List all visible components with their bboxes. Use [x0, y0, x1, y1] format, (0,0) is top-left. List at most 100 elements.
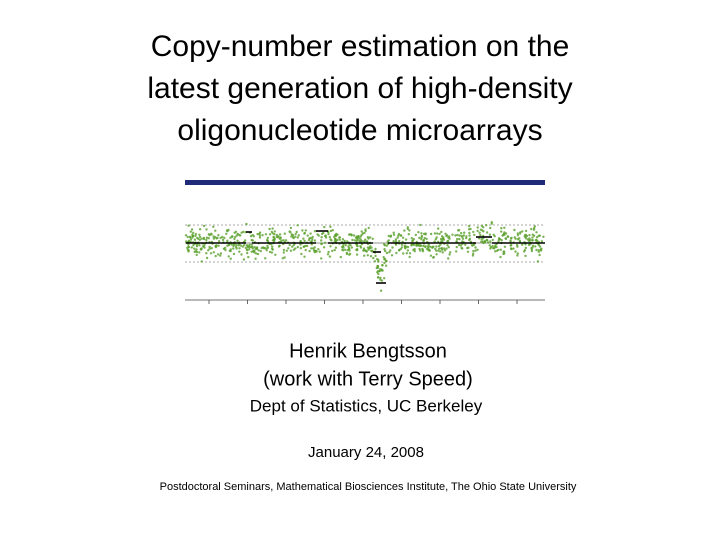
probe-dot — [385, 259, 388, 263]
probe-dot — [406, 245, 410, 249]
probe-dot — [435, 249, 438, 252]
probe-dot — [303, 245, 306, 248]
probe-dot — [445, 234, 448, 238]
probe-dot — [186, 235, 189, 239]
probe-dot — [363, 231, 366, 235]
probe-dot — [243, 243, 246, 247]
probe-dot — [440, 230, 443, 234]
probe-dot — [406, 249, 410, 252]
probe-dot — [446, 240, 449, 243]
probe-dot — [395, 251, 398, 255]
probe-dot — [392, 231, 395, 234]
probe-dot — [278, 244, 281, 247]
probe-dot — [423, 236, 426, 240]
probe-dot — [264, 257, 267, 260]
probe-dot — [303, 231, 306, 235]
probe-dot — [532, 227, 536, 230]
probe-dot — [299, 243, 302, 246]
probe-dot — [205, 236, 209, 239]
probe-dot — [203, 246, 206, 249]
probe-dot — [488, 244, 491, 247]
probe-dot — [397, 249, 401, 252]
probe-dot — [282, 239, 285, 242]
title-line: oligonucleotide microarrays — [177, 114, 542, 147]
probe-dot — [274, 253, 277, 256]
probe-dot — [254, 257, 257, 260]
probe-dot — [445, 247, 448, 250]
probe-dot — [246, 249, 249, 252]
probe-dot — [493, 246, 497, 249]
probe-dot — [385, 244, 388, 247]
probe-dot — [491, 244, 494, 248]
probe-dot — [289, 231, 292, 234]
probe-dot — [324, 234, 327, 237]
probe-dot — [516, 245, 519, 248]
probe-dot — [483, 239, 487, 243]
probe-dot — [230, 243, 233, 246]
probe-dot — [369, 255, 373, 258]
probe-dot — [489, 240, 492, 243]
probe-dot — [437, 244, 441, 248]
probe-dot — [242, 230, 245, 234]
probe-dot — [311, 237, 314, 241]
probe-dot — [538, 253, 541, 257]
probe-dot — [191, 233, 194, 236]
top-track — [185, 180, 545, 185]
probe-dot — [469, 227, 472, 231]
probe-dot — [486, 239, 489, 242]
probe-dot — [500, 227, 503, 230]
probe-dot — [266, 240, 270, 243]
probe-dot — [232, 252, 236, 256]
probe-dot — [481, 229, 484, 232]
probe-dot — [374, 247, 377, 251]
probe-dot — [488, 233, 492, 236]
probe-dot — [439, 250, 442, 253]
probe-dot — [440, 247, 444, 250]
probe-dot — [433, 232, 437, 235]
probe-dot — [472, 249, 475, 253]
probe-dot — [516, 254, 519, 257]
probe-dot — [397, 232, 401, 236]
probe-dot — [482, 241, 485, 245]
probe-dot — [258, 236, 262, 239]
probe-dot — [247, 255, 250, 259]
probe-dot — [229, 257, 232, 260]
probe-dot — [341, 249, 345, 252]
probe-dot — [459, 244, 463, 247]
probe-dot — [448, 253, 451, 256]
probe-dot — [363, 254, 366, 257]
probe-dot — [468, 231, 471, 235]
probe-dot — [485, 231, 489, 234]
probe-dot — [279, 236, 282, 239]
probe-dot — [260, 246, 263, 250]
probe-dot — [391, 246, 394, 249]
probe-dot — [429, 254, 433, 257]
probe-dot — [323, 241, 327, 244]
probe-dot — [455, 245, 458, 249]
probe-dot — [270, 251, 274, 254]
probe-dot — [309, 232, 312, 235]
probe-dot — [507, 235, 510, 238]
probe-dot — [261, 234, 264, 237]
probe-dot — [353, 239, 356, 242]
probe-dot — [516, 252, 519, 255]
probe-dot — [349, 244, 352, 247]
probe-dot — [476, 248, 479, 251]
probe-dot — [289, 226, 293, 230]
probe-dot — [467, 225, 471, 228]
probe-dot — [190, 246, 193, 249]
probe-dot — [202, 224, 206, 228]
probe-dot — [374, 254, 377, 258]
probe-dot — [383, 248, 386, 251]
probe-dot — [271, 232, 274, 235]
probe-dot — [383, 277, 386, 280]
probe-dot — [530, 246, 533, 250]
probe-dot — [530, 227, 533, 231]
probe-dot — [320, 239, 323, 242]
probe-dot — [221, 238, 225, 242]
probe-dot — [331, 249, 334, 253]
probe-dot — [381, 269, 384, 272]
probe-dot — [340, 245, 344, 249]
probe-dot — [460, 231, 463, 235]
probe-dot — [238, 250, 241, 253]
